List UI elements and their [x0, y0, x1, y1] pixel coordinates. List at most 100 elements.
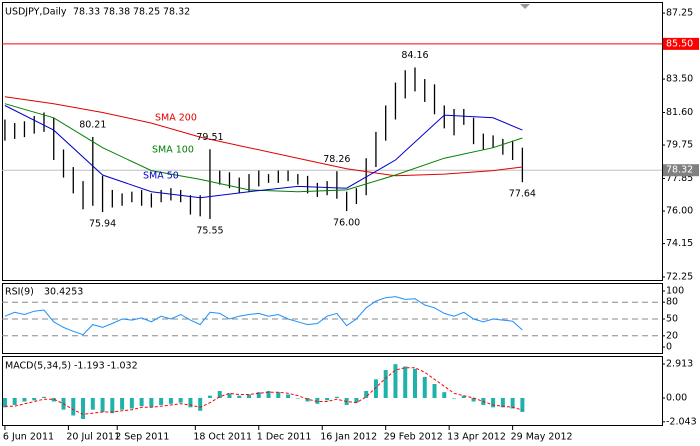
macd-bar [51, 397, 56, 402]
macd-bar [198, 397, 203, 411]
macd-bar [32, 397, 37, 401]
macd-bar [159, 397, 164, 405]
macd-bar [471, 397, 476, 402]
y-tick-label: 77.85 [666, 173, 693, 184]
macd-bar [461, 395, 466, 398]
x-tick-label: 16 Jan 2012 [320, 432, 377, 443]
ohlc-value: 78.33 [73, 7, 100, 18]
level-label: 85.50 [666, 38, 693, 49]
y-tick-label: 80 [666, 297, 678, 308]
y-tick-label: -2.043 [666, 416, 697, 427]
macd-bar [295, 397, 300, 399]
main-panel [2, 2, 663, 281]
price-annotation: 76.00 [333, 218, 360, 229]
macd-bar [422, 376, 427, 398]
macd-bar [403, 366, 408, 398]
price-annotation: 75.55 [196, 225, 223, 236]
y-tick-label: 76.00 [666, 206, 693, 217]
x-tick-label: 13 Apr 2012 [447, 432, 506, 443]
indicator-value: -1.032 [107, 361, 138, 372]
macd-bar [237, 395, 242, 398]
current-price-box [663, 164, 699, 177]
chart-title: USDJPY,Daily [5, 7, 67, 18]
price-annotation: 78.26 [323, 154, 350, 165]
x-tick-label: 20 Jul 2011 [66, 432, 120, 443]
macd-bar [227, 393, 232, 398]
y-tick-label: 2.913 [666, 359, 693, 370]
y-tick-label: 87.25 [666, 8, 693, 19]
y-tick-label: 50 [666, 314, 678, 325]
macd-bar [510, 397, 515, 409]
y-tick-label: 0.00 [666, 392, 687, 403]
macd-bar [325, 397, 330, 401]
signal-line [4, 367, 523, 415]
level-label-box [663, 37, 699, 50]
y-tick-label: 0 [666, 342, 672, 353]
ohlc-value: 78.38 [103, 7, 130, 18]
macd-bar [110, 397, 115, 414]
x-tick-label: 29 May 2012 [511, 432, 573, 443]
macd-bar [22, 397, 27, 402]
macd-bar [2, 397, 7, 408]
macd-bar [217, 390, 222, 398]
sma-line [4, 96, 523, 177]
price-annotation: 77.64 [509, 189, 536, 200]
macd-bar [41, 396, 46, 398]
macd-bar [393, 364, 398, 398]
x-tick-label: 2 Sep 2011 [115, 432, 169, 443]
macd-bar [452, 397, 457, 399]
macd-bar [207, 395, 212, 398]
macd-bar [178, 397, 183, 403]
price-annotation: 75.94 [89, 219, 116, 230]
macd-bar [90, 397, 95, 410]
sma-label: SMA 100 [152, 145, 194, 156]
indicator-value: -1.193 [74, 361, 105, 372]
y-tick-label: 74.15 [666, 238, 693, 249]
macd-bar [491, 397, 496, 408]
indicator-value: 30.4253 [44, 287, 83, 298]
macd-bar [354, 397, 359, 403]
ohlc-value: 78.25 [133, 7, 160, 18]
sma-line [4, 103, 523, 193]
current-price-label: 78.32 [666, 165, 693, 176]
x-tick-label: 1 Dec 2011 [257, 432, 312, 443]
y-tick-label: 79.75 [666, 140, 693, 151]
y-tick-label: 72.25 [666, 272, 693, 283]
macd-bar [276, 392, 281, 398]
y-tick-label: 100 [666, 286, 684, 297]
macd-bar [12, 397, 17, 405]
macd-bar [315, 397, 320, 404]
macd-bar [247, 394, 252, 398]
macd-bar [500, 397, 505, 408]
sma-label: SMA 200 [155, 113, 197, 124]
macd-bar [412, 368, 417, 398]
price-annotation: 84.16 [401, 50, 428, 61]
macd-bar [286, 394, 291, 398]
x-tick-label: 18 Oct 2011 [193, 432, 252, 443]
x-tick-label: 6 Jun 2011 [3, 432, 54, 443]
y-tick-label: 20 [666, 330, 678, 341]
macd-bar [334, 396, 339, 398]
macd-bar [139, 397, 144, 407]
macd-bar [129, 397, 134, 409]
macd-bar [373, 379, 378, 398]
macd-bar [71, 397, 76, 416]
y-tick-label: 81.60 [666, 107, 693, 118]
macd-panel [2, 356, 663, 426]
price-annotation: 80.21 [79, 119, 106, 130]
ohlc-value: 78.32 [163, 7, 190, 18]
sma-label: SMA 50 [143, 171, 179, 182]
y-tick-label: 83.50 [666, 74, 693, 85]
macd-bar [520, 397, 525, 412]
macd-bar [256, 392, 261, 398]
macd-bar [442, 392, 447, 398]
macd-bar [364, 390, 369, 398]
rsi-panel [2, 283, 663, 354]
macd-bar [266, 390, 271, 398]
indicator-title: RSI(9) [5, 287, 34, 298]
macd-bar [432, 383, 437, 398]
macd-bar [383, 369, 388, 398]
x-tick-label: 29 Feb 2012 [384, 432, 443, 443]
